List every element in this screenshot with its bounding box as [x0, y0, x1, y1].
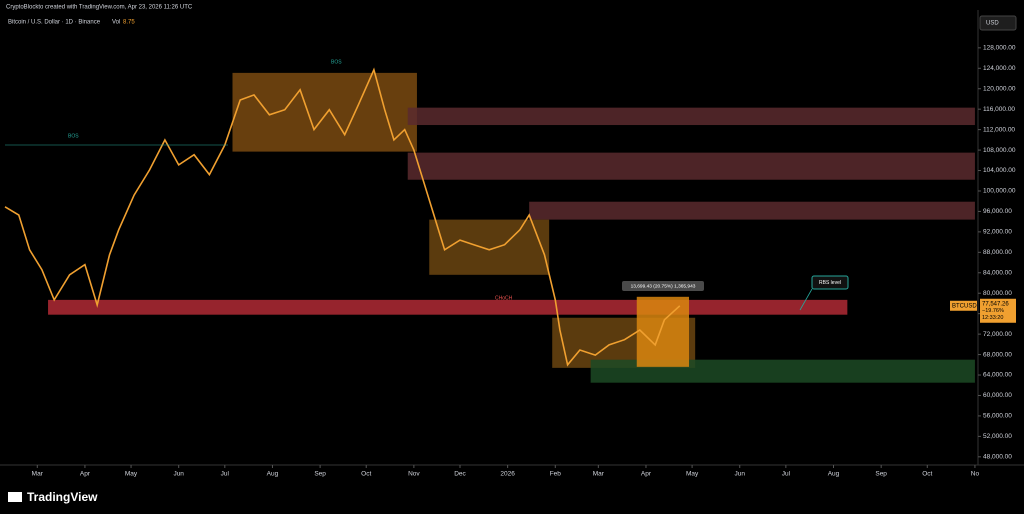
y-tick-label: 116,000.00 — [983, 106, 1015, 113]
x-tick-label: Jun — [173, 471, 184, 478]
footer — [0, 480, 1024, 514]
annotation: CHoCH — [495, 295, 513, 301]
x-tick-label: Jul — [782, 471, 791, 478]
x-tick-label: May — [125, 471, 138, 478]
y-tick-label: 96,000.00 — [983, 208, 1012, 215]
price-tag-price: 77,547.26 — [982, 301, 1009, 307]
x-tick-label: No — [971, 471, 980, 478]
x-tick-label: 2026 — [500, 471, 515, 478]
y-tick-label: 88,000.00 — [983, 249, 1012, 256]
annotation: RBS level — [819, 280, 841, 286]
annotation-line — [799, 288, 813, 311]
x-tick-label: Feb — [550, 471, 562, 478]
zone — [232, 72, 417, 152]
y-tick-label: 100,000.00 — [983, 188, 1016, 195]
price-tag-countdown: 12:33:20 — [982, 315, 1003, 321]
price-tag-symbol: BTCUSD — [952, 303, 977, 309]
price-tag-symbol-box — [950, 300, 977, 311]
zone — [48, 299, 848, 315]
x-tick-label: Oct — [922, 471, 932, 478]
x-tick-label: May — [686, 471, 699, 478]
y-tick-label: 92,000.00 — [983, 229, 1012, 236]
zone — [407, 152, 975, 180]
zone — [529, 201, 975, 220]
currency-box[interactable] — [979, 15, 1017, 31]
y-tick-label: 84,000.00 — [983, 269, 1012, 276]
annotation-box — [811, 275, 849, 290]
x-tick-label: Jul — [221, 471, 230, 478]
y-tick-label: 72,000.00 — [983, 331, 1012, 338]
x-tick-label: Jun — [735, 471, 746, 478]
y-tick-label: 64,000.00 — [983, 372, 1012, 379]
y-tick-label: 52,000.00 — [983, 433, 1012, 440]
x-tick-label: Mar — [32, 471, 44, 478]
annotation: BOS — [331, 59, 342, 65]
annotation-box — [622, 281, 704, 291]
y-tick-label: 128,000.00 — [983, 45, 1016, 52]
x-tick-label: Dec — [454, 471, 466, 478]
y-tick-label: 48,000.00 — [983, 454, 1012, 461]
x-tick-label: Aug — [828, 471, 840, 478]
symbol: Bitcoin / U.S. Dollar · 1D · Binance — [8, 20, 101, 26]
y-tick-label: 60,000.00 — [983, 392, 1012, 399]
y-tick-label: 120,000.00 — [983, 85, 1016, 92]
credit: CryptoBlockto created with TradingView.c… — [6, 5, 193, 11]
x-tick-label: Aug — [267, 471, 279, 478]
price-tag-box — [980, 298, 1016, 323]
y-tick-label: 112,000.00 — [983, 126, 1015, 133]
price-line — [4, 67, 681, 367]
x-tick-label: Nov — [408, 471, 420, 478]
x-tick-label: Apr — [641, 471, 652, 478]
y-tick-label: 124,000.00 — [983, 65, 1016, 72]
volume-value: 8.75 — [123, 20, 135, 26]
y-tick-label: 80,000.00 — [983, 290, 1012, 297]
annotation: BOS — [68, 133, 79, 139]
plot-area — [48, 72, 975, 383]
x-tick-label: Sep — [875, 471, 887, 478]
zone — [407, 107, 975, 126]
currency: USD — [986, 21, 999, 27]
logo-icon — [8, 492, 22, 502]
y-tick-label: 68,000.00 — [983, 351, 1012, 358]
x-tick-label: Apr — [80, 471, 91, 478]
annotation: 13,699.43 (20.75%) 1,365,943 — [631, 283, 696, 289]
volume-label: Vol — [112, 20, 120, 26]
price-tag-change: −19.76% — [982, 308, 1004, 314]
y-tick-label: 104,000.00 — [983, 167, 1016, 174]
x-tick-label: Sep — [314, 471, 326, 478]
zone — [636, 296, 690, 367]
y-tick-label: 56,000.00 — [983, 413, 1012, 420]
y-tick-label: 108,000.00 — [983, 147, 1016, 154]
x-tick-label: Oct — [361, 471, 371, 478]
brand: TradingView — [27, 490, 98, 504]
x-tick-label: Mar — [593, 471, 605, 478]
